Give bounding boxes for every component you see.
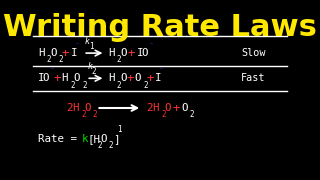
- Text: Slow: Slow: [241, 48, 266, 58]
- Text: 2: 2: [81, 110, 85, 119]
- Text: O: O: [164, 103, 171, 113]
- Text: H: H: [62, 73, 68, 83]
- Text: 2: 2: [47, 55, 51, 64]
- Text: +: +: [128, 47, 135, 60]
- Text: H: H: [38, 48, 44, 58]
- Text: ⁻: ⁻: [75, 40, 80, 49]
- Text: +: +: [173, 102, 180, 114]
- Text: O: O: [100, 134, 107, 144]
- Text: ]: ]: [113, 134, 119, 144]
- Text: O: O: [181, 103, 188, 113]
- Text: 2: 2: [109, 141, 113, 150]
- Text: I: I: [38, 73, 44, 83]
- Text: Rate =: Rate =: [38, 134, 84, 144]
- Text: ⁻: ⁻: [149, 40, 154, 49]
- Text: O: O: [42, 73, 49, 83]
- Text: 2: 2: [190, 110, 194, 119]
- Text: ⁻: ⁻: [159, 65, 164, 74]
- Text: k: k: [88, 62, 92, 71]
- Text: I: I: [155, 73, 162, 83]
- Text: k: k: [84, 37, 90, 46]
- Text: 2: 2: [116, 81, 121, 90]
- Text: 2: 2: [93, 110, 97, 119]
- Text: 2: 2: [97, 141, 102, 150]
- Text: ⁻: ⁻: [50, 65, 54, 74]
- Text: 2: 2: [161, 110, 166, 119]
- Text: H: H: [108, 48, 115, 58]
- Text: +: +: [53, 72, 60, 85]
- Text: O: O: [135, 73, 141, 83]
- Text: H: H: [152, 103, 159, 113]
- Text: +: +: [147, 72, 154, 85]
- Text: Fast: Fast: [241, 73, 266, 83]
- Text: H: H: [72, 103, 79, 113]
- Text: O: O: [74, 73, 80, 83]
- Text: +: +: [62, 47, 69, 60]
- Text: O: O: [141, 48, 148, 58]
- Text: 2: 2: [82, 81, 87, 90]
- Text: 2: 2: [146, 103, 153, 113]
- Text: O: O: [120, 48, 127, 58]
- Text: 2: 2: [58, 55, 63, 64]
- Text: +: +: [126, 72, 134, 85]
- Text: O: O: [84, 103, 91, 113]
- Text: k: k: [82, 134, 88, 144]
- Text: 1: 1: [117, 125, 122, 134]
- Text: I: I: [71, 48, 77, 58]
- Text: [H: [H: [88, 134, 100, 144]
- Text: O: O: [120, 73, 127, 83]
- Text: 1: 1: [89, 42, 93, 51]
- Text: 2: 2: [70, 81, 75, 90]
- Text: 2: 2: [66, 103, 72, 113]
- Text: Writing Rate Laws: Writing Rate Laws: [3, 13, 317, 42]
- Text: 2: 2: [92, 67, 97, 76]
- Text: H: H: [108, 73, 115, 83]
- Text: O: O: [50, 48, 57, 58]
- Text: 2: 2: [116, 55, 121, 64]
- Text: 2: 2: [143, 81, 148, 90]
- Text: I: I: [137, 48, 143, 58]
